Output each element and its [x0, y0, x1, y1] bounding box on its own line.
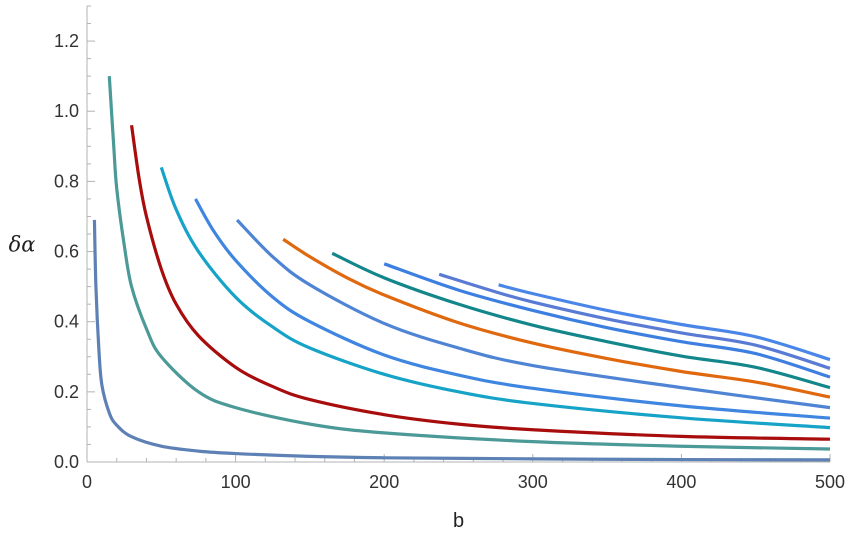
series-line-8	[331, 251, 831, 390]
y-axis-label: δα	[9, 233, 36, 257]
axes: 0 100 200 300 400 500 0.0 0.2 0.4 0.6 0.8 1.0 1.2	[54, 5, 845, 492]
y-tick-label: 0.2	[54, 382, 79, 402]
series-line-10	[438, 272, 831, 370]
series-line-3	[129, 125, 831, 441]
x-axis-label: b	[453, 510, 464, 532]
series-line-6	[235, 218, 831, 410]
y-tick-label: 1.2	[54, 31, 79, 51]
y-tick-label: 0.6	[54, 242, 79, 262]
y-tick-label: 0.8	[54, 171, 79, 191]
x-tick-label: 500	[815, 472, 845, 492]
series-line-4	[159, 166, 831, 430]
y-tick-label: 1.0	[54, 101, 79, 121]
y-tick-label: 0.0	[54, 452, 79, 472]
series-line-1	[92, 219, 831, 462]
series-line-9	[383, 262, 831, 379]
series-line-11	[498, 283, 831, 362]
series-line-7	[282, 237, 831, 399]
x-tick-label: 300	[518, 472, 548, 492]
x-tick-label: 100	[221, 472, 251, 492]
series-layer	[92, 76, 831, 462]
y-tick-label: 0.4	[54, 312, 79, 332]
series-line-5	[194, 198, 831, 420]
series-line-2	[107, 76, 831, 451]
x-tick-label: 200	[369, 472, 399, 492]
x-tick-label: 0	[82, 472, 92, 492]
x-tick-label: 400	[666, 472, 696, 492]
